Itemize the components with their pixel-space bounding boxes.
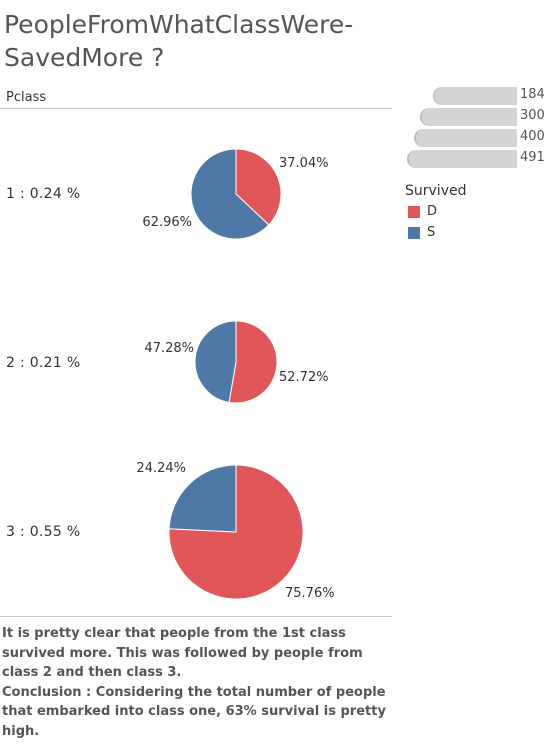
pie-3-label-s: 24.24% (136, 461, 186, 476)
size-legend-value: 491 (520, 150, 545, 165)
pie-3-slice-s[interactable] (168, 464, 237, 533)
pie-2-slice-d[interactable] (228, 320, 278, 404)
footer-divider (0, 616, 392, 617)
pie-1-label-d: 37.04% (279, 156, 329, 171)
header-divider (0, 108, 392, 109)
size-legend-value: 184 (520, 87, 545, 102)
size-legend-bar (414, 129, 517, 147)
caption-paragraph-1: It is pretty clear that people from the … (2, 626, 363, 680)
pclass-column-header: Pclass (6, 90, 47, 105)
size-legend-value: 400 (520, 129, 545, 144)
size-legend: 184 300 400 491 (405, 84, 549, 174)
pie-2-label-s: 47.28% (144, 341, 194, 356)
pie-1-slice-d[interactable] (235, 148, 282, 226)
size-legend-bar (433, 87, 517, 105)
chart-title: PeopleFromWhatClassWere- SavedMore ? (4, 8, 384, 74)
caption: It is pretty clear that people from the … (2, 624, 394, 741)
chart-title-line-2: SavedMore ? (4, 43, 165, 72)
pie-3-label-d: 75.76% (285, 586, 335, 601)
legend-label-d: D (427, 204, 438, 219)
size-legend-bar (407, 150, 517, 168)
chart-title-line-1: PeopleFromWhatClassWere- (4, 10, 354, 39)
row-label-class-2: 2 : 0.21 % (6, 355, 81, 371)
legend-swatch-d (408, 206, 420, 218)
pie-2-slice-s[interactable] (194, 320, 237, 403)
caption-paragraph-2: Conclusion : Considering the total numbe… (2, 684, 386, 739)
legend-label-s: S (427, 225, 436, 240)
size-legend-value: 300 (520, 108, 545, 123)
pie-1-slice-s[interactable] (190, 148, 270, 240)
pie-2-label-d: 52.72% (279, 370, 329, 385)
row-label-class-3: 3 : 0.55 % (6, 524, 81, 540)
legend-swatch-s (408, 227, 420, 239)
row-label-class-1: 1 : 0.24 % (6, 186, 81, 202)
size-legend-bar (420, 108, 517, 126)
color-legend-title: Survived (405, 183, 467, 199)
pie-1-label-s: 62.96% (142, 215, 192, 230)
